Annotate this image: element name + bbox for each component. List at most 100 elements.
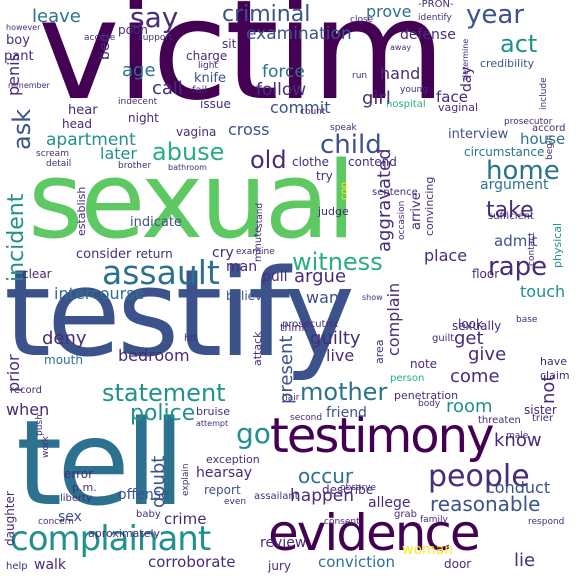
word-aproximately: aproximately: [88, 527, 161, 540]
word-attempt: attempt: [196, 419, 229, 428]
word-boy: boy: [6, 33, 30, 48]
word-describe: describe: [322, 483, 374, 497]
word-even: even: [224, 497, 247, 507]
word-abuse: abuse: [152, 138, 225, 166]
word-help: help: [6, 561, 28, 572]
word-bathroom: bathroom: [168, 163, 207, 172]
word-accord: accord: [532, 123, 566, 134]
word-physical: physical: [551, 222, 564, 268]
word-sex: sex: [58, 509, 82, 525]
word-complain: complain: [384, 282, 403, 356]
word-examination: examination: [246, 24, 352, 44]
word-threaten: threaten: [478, 415, 521, 426]
word-rape: rape: [488, 252, 548, 282]
word-guilty: guilty: [310, 328, 361, 349]
word-determine: determine: [461, 38, 470, 80]
word-not: not: [538, 374, 559, 404]
word-when: when: [6, 400, 50, 419]
word-room: room: [446, 396, 493, 417]
word-argument: argument: [480, 177, 549, 193]
word-baby: baby: [136, 509, 161, 520]
word-identify: identify: [418, 13, 452, 23]
word-begin: begin: [545, 134, 555, 160]
word-present: present: [276, 335, 297, 404]
word-explain: explain: [181, 463, 191, 496]
word-sexual: sexual: [28, 139, 356, 262]
word-vaginal: vaginal: [438, 101, 479, 114]
word-man: man: [226, 259, 258, 275]
word-accuse: accuse: [84, 33, 116, 43]
word-contend: contend: [348, 155, 397, 169]
word-establish: establish: [75, 186, 88, 236]
word-occasion: occasion: [397, 200, 407, 240]
word-child: child: [320, 130, 382, 160]
word-door: door: [444, 557, 472, 571]
word-report: report: [204, 483, 241, 497]
word-remember: remember: [8, 81, 50, 90]
word-floor: floor: [472, 267, 500, 281]
word-judge: judge: [318, 205, 349, 218]
word-p-m: p.m.: [72, 481, 97, 494]
word-indecent: indecent: [118, 97, 158, 107]
word-force: force: [262, 62, 305, 82]
word-leave: leave: [32, 6, 81, 27]
word-consent: consent: [324, 517, 360, 527]
word-evidence: evidence: [268, 504, 481, 562]
word-reasonable: reasonable: [430, 492, 541, 516]
word-hand: hand: [380, 64, 421, 83]
word-hospital: hospital: [386, 99, 426, 110]
word-vagina: vagina: [176, 125, 217, 139]
word-cry: cry: [212, 245, 234, 261]
word-liberty: liberty: [60, 493, 93, 504]
word-pull: pull: [262, 269, 288, 285]
word-speak: speak: [330, 123, 357, 133]
word-work: work: [41, 436, 51, 458]
word-intercourse: intercourse: [54, 284, 145, 303]
word-victim: victim: [38, 0, 446, 131]
word-show: show: [362, 293, 383, 302]
word-walk: walk: [34, 557, 67, 573]
word-error: error: [64, 467, 94, 481]
word-assailant: assailant: [254, 491, 299, 502]
word-sentence: sentence: [372, 187, 418, 198]
word-conduct: conduct: [486, 478, 551, 497]
word-stand: stand: [255, 202, 265, 228]
word-house: house: [520, 130, 566, 148]
word-consider: consider: [76, 247, 132, 262]
word-concern: concern: [38, 517, 74, 527]
word-old: old: [250, 146, 287, 174]
word-police: police: [130, 401, 196, 426]
word-complainant: complainant: [10, 519, 211, 559]
word-daughter: daughter: [3, 491, 17, 546]
word-incident: incident: [4, 193, 29, 282]
word-testimony: testimony: [270, 408, 494, 464]
word-occur: occur: [298, 464, 354, 488]
word-male: male: [506, 431, 529, 441]
word-interview: interview: [448, 127, 509, 142]
word-later: later: [100, 144, 137, 163]
word-witness: witness: [292, 248, 383, 276]
word-doubt: doubt: [148, 455, 169, 508]
word-respond: respond: [528, 517, 565, 527]
word-push: push: [35, 414, 45, 436]
word-clothe: clothe: [292, 155, 329, 169]
word-cross: cross: [228, 120, 270, 139]
word-apartment: apartment: [46, 130, 136, 150]
word-observe: observe: [340, 483, 377, 493]
word-lie: lie: [514, 550, 536, 571]
word-people: people: [428, 459, 530, 494]
word-exception: exception: [206, 453, 260, 466]
word-close: close: [350, 15, 374, 25]
word-cop: cop: [339, 182, 350, 200]
word-scream: scream: [36, 149, 69, 159]
word-follow: follow: [256, 80, 307, 100]
word-claim: claim: [540, 369, 570, 382]
word-criminal: criminal: [222, 2, 311, 27]
word-hair: hair: [282, 393, 300, 403]
word-however: however: [6, 23, 41, 32]
word-issue: issue: [200, 97, 231, 111]
word-woman: woman: [402, 542, 454, 558]
word-arrive: arrive: [409, 192, 424, 230]
word-head: head: [62, 117, 92, 131]
